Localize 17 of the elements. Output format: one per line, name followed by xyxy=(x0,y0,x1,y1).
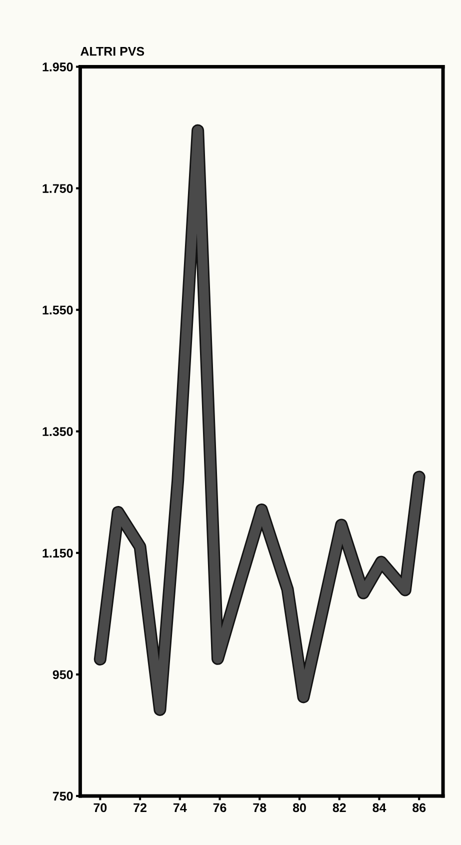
x-tick-label: 84 xyxy=(372,803,386,812)
chart-title: ALTRI PVS xyxy=(80,46,144,56)
x-tick-label: 82 xyxy=(332,803,346,812)
y-tick-label: 1.550 xyxy=(42,306,73,314)
y-tick-label: 950 xyxy=(52,670,73,680)
y-tick-label: 1.350 xyxy=(42,427,73,436)
x-tick-label: 78 xyxy=(253,803,266,812)
x-tick-label: 70 xyxy=(94,803,107,812)
x-tick-label: 86 xyxy=(412,803,426,812)
x-tick-label: 74 xyxy=(173,803,187,812)
y-tick-label: 1.150 xyxy=(42,548,73,558)
y-tick-label: 1.750 xyxy=(42,184,73,193)
x-tick-label: 76 xyxy=(213,803,226,812)
x-tick-label: 72 xyxy=(134,803,146,812)
x-tick-label: 80 xyxy=(292,803,306,812)
y-tick-label: 1.950 xyxy=(42,62,73,72)
y-tick-label: 750 xyxy=(52,792,73,801)
